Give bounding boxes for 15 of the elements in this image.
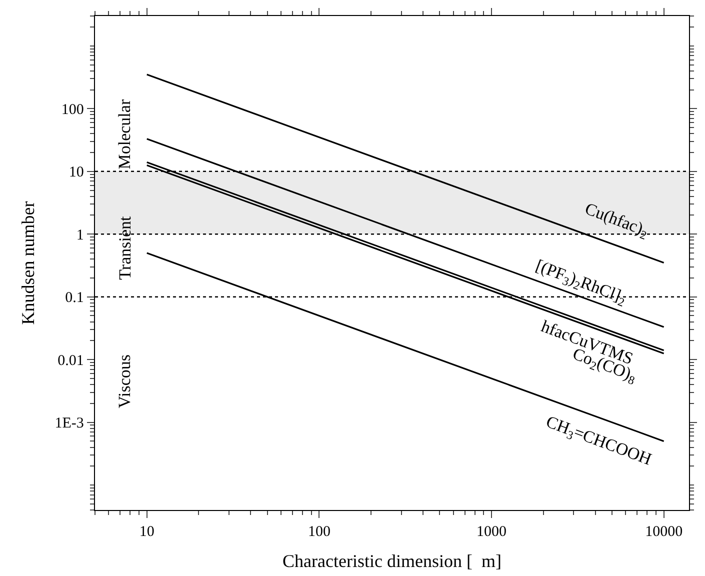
y-tick-label: 1E-3 bbox=[54, 416, 84, 432]
x-tick-label: 10000 bbox=[645, 524, 683, 540]
x-tick-label: 1000 bbox=[476, 524, 506, 540]
annotation: Transient bbox=[116, 216, 135, 280]
x-tick-label: 10 bbox=[139, 524, 154, 540]
annotation: Viscous bbox=[115, 354, 134, 408]
y-tick-label: 10 bbox=[68, 164, 84, 181]
y-axis-title: Knudsen number bbox=[18, 201, 38, 325]
x-tick-label: 100 bbox=[308, 524, 330, 540]
annotation: Molecular bbox=[115, 99, 134, 170]
y-tick-label: 1 bbox=[76, 227, 84, 244]
y-tick-label: 0.1 bbox=[65, 290, 84, 306]
y-tick-label: 100 bbox=[61, 102, 84, 118]
x-axis-title: Characteristic dimension [ m] bbox=[282, 551, 502, 572]
y-tick-label: 0.01 bbox=[58, 352, 84, 369]
